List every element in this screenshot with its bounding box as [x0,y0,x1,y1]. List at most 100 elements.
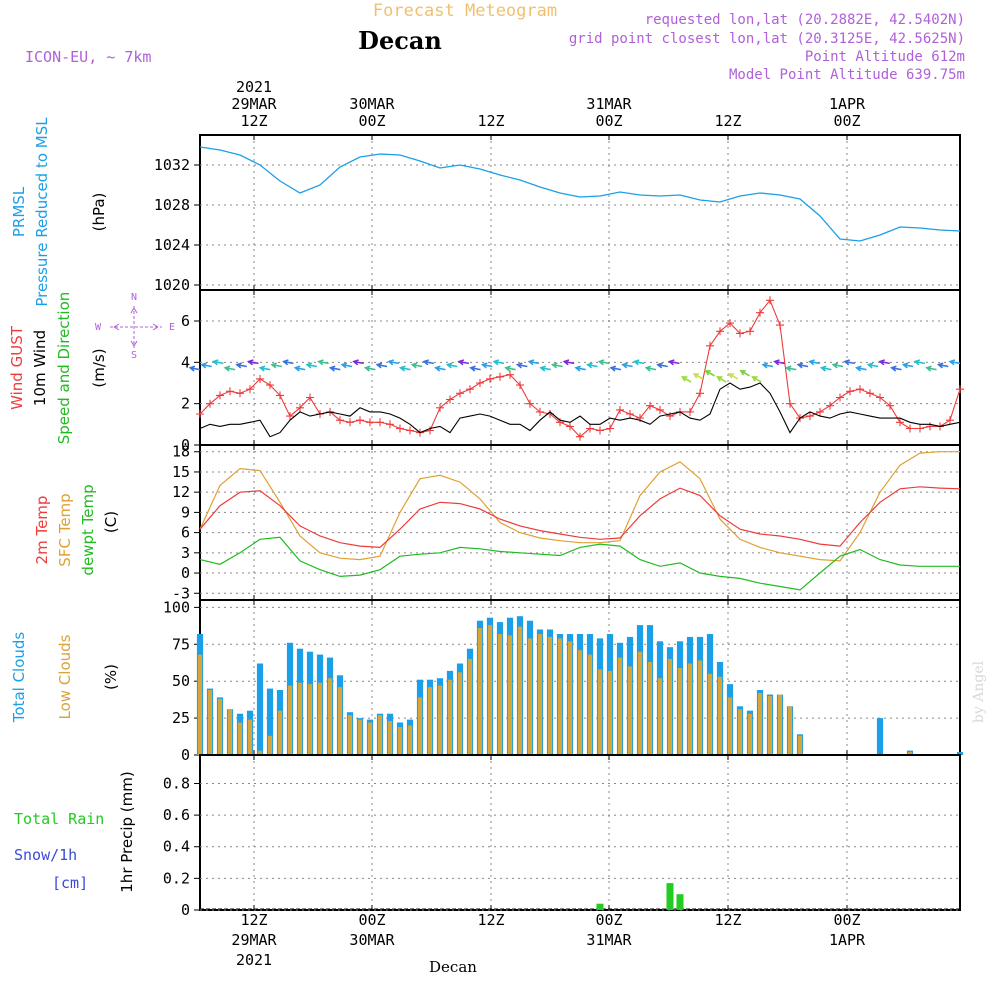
low-cloud-bar [717,676,723,755]
wind-direction-arrow [293,365,306,372]
pressure-ytick-label: 1020 [154,276,190,294]
gust-marker [406,426,414,435]
wind-direction-arrow [504,365,516,372]
gust-marker [486,374,494,383]
wind-ytick-label: 6 [181,312,190,330]
wind-direction-arrow [739,369,750,377]
wind-direction-arrow [890,365,902,372]
compass-n: N [131,292,137,303]
wind-frame [199,289,961,446]
wind-direction-arrow [796,362,809,369]
gust-marker [436,403,444,412]
temp-panel: -3 0 3 6 9 12 15 18 [172,443,961,602]
low-cloud-bar [397,727,403,755]
wind-direction-arrow [632,359,645,366]
footer-location: Decan [429,958,477,976]
wind-direction-arrow [667,359,680,366]
low-cloud-bar [797,735,803,755]
wind-direction-arrow [340,362,353,369]
bottom-hour-label: 12Z [240,911,267,929]
wind-direction-arrow [270,362,282,369]
wind-direction-arrow [913,359,926,366]
precip-ytick-label: 0 [181,901,190,919]
wind-direction-arrow [398,365,411,372]
temp-ytick-label: -3 [172,584,190,602]
top-time-axis: 2021 29MAR 12Z 30MAR 00Z 12Z 31MAR 00Z 1… [231,78,866,130]
precip-ytick-label: 0.2 [163,869,190,887]
top-date-label: 1APR [829,95,866,113]
compass-legend: N S W E [95,292,175,361]
gust-marker [736,329,744,338]
gust-marker [686,407,694,416]
low-cloud-bar [497,634,503,755]
gust-marker [906,424,914,433]
low-cloud-bar [207,690,213,755]
gust-marker [516,381,524,390]
wind-10m-label: 10m Wind [31,330,49,406]
gust-marker [346,418,354,427]
bottom-year-label: 2021 [236,951,272,969]
clouds-panel: 0 25 50 75 100 [163,598,964,764]
top-date-label: 29MAR [231,95,277,113]
wind-direction-arrow [422,359,434,366]
wind-direction-arrow [200,362,212,369]
low-cloud-bar [647,662,653,755]
clouds-ytick-label: 25 [172,709,190,727]
low-cloud-bar [367,722,373,755]
low-cloud-bar [387,721,393,755]
gust-marker [536,407,544,416]
gust-marker [376,418,384,427]
low-cloud-bar [277,710,283,755]
pressure-line [199,146,961,242]
gust-marker [226,387,234,396]
low-cloud-bar [537,634,543,755]
snow-label: Snow/1h [14,846,77,864]
gust-marker [956,385,964,394]
total-cloud-bar [256,663,264,755]
gust-marker [296,403,304,412]
t2m-label: 2m Temp [33,496,51,565]
gust-marker [386,420,394,429]
snow-unit: [cm] [52,874,88,892]
low-cloud-bar [587,654,593,755]
total-cloud-label: Total Clouds [10,632,28,724]
location-title: Decan [358,26,442,55]
low-cloud-bar [447,679,453,755]
clouds-ytick-label: 0 [181,746,190,764]
temp-ytick-label: 15 [172,463,190,481]
wind-line [199,382,961,438]
gust-marker [606,424,614,433]
gust-marker [816,407,824,416]
wind-direction-arrow [317,359,329,366]
bottom-hour-label: 12Z [714,911,741,929]
wind-direction-arrow [831,362,844,369]
bottom-hour-label: 00Z [595,911,622,929]
wind-direction-arrow [692,373,704,380]
dewpt-line [199,536,960,591]
precip-axis-label: 1hr Precip (mm) [118,771,136,892]
wind-direction-arrow [211,359,224,366]
low-cloud-bar [247,719,253,755]
wind-direction-arrow [223,365,236,372]
point-altitude: Point Altitude 612m [805,49,965,65]
low-cloud-bar [577,650,583,755]
low-cloud-bar [727,697,733,755]
pressure-unit: (hPa) [90,193,108,232]
wind-direction-arrow [761,362,774,369]
gust-marker [836,393,844,402]
pressure-panel: 1020 1024 1028 1032 [154,134,961,294]
bottom-date-label: 29MAR [231,931,277,949]
low-cloud-bar [337,687,343,755]
low-cloud-bar [257,750,263,755]
low-cloud-bar [657,678,663,755]
low-cloud-bar [637,651,643,755]
precip-ytick-label: 0.4 [163,838,190,856]
low-cloud-bar [697,660,703,755]
gust-marker [776,321,784,330]
gust-marker [336,416,344,425]
wind-direction-arrow [925,365,937,372]
wind-direction-arrow [445,362,458,369]
wind-direction-arrow [644,365,657,372]
gust-marker [896,418,904,427]
model-label: ICON-EU, ~ 7km [25,48,151,66]
